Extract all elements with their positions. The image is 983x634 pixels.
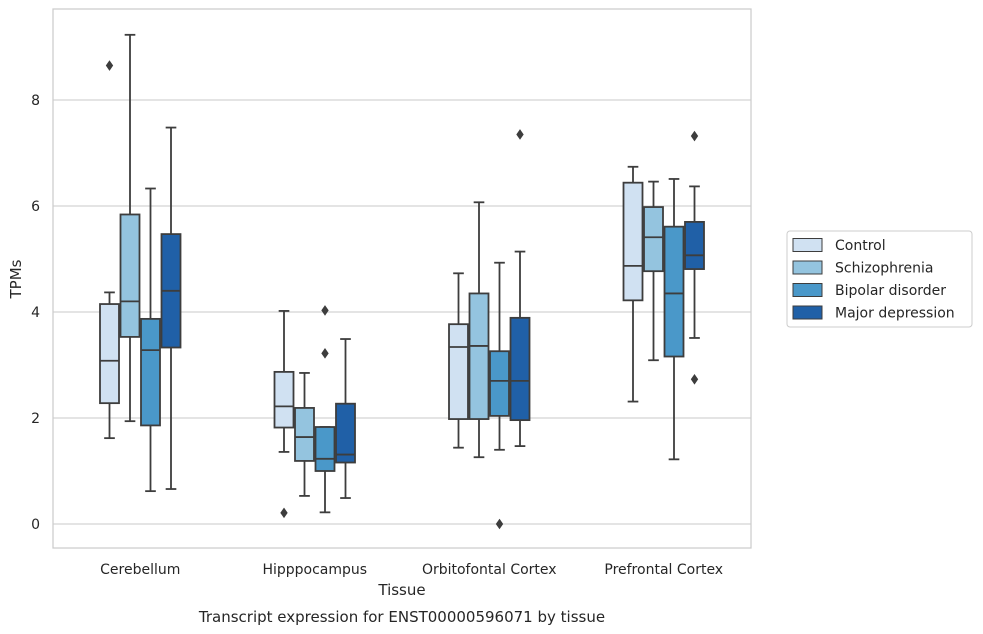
box-1-1 <box>294 372 315 497</box>
box-rect <box>140 317 161 427</box>
outlier-0 <box>105 60 114 71</box>
legend-label-3: Major depression <box>835 306 955 322</box>
y-tick-labels: 0 2 4 6 8 <box>31 93 40 533</box>
box-rect <box>335 402 356 464</box>
box-0-1 <box>119 33 141 423</box>
box-2-2 <box>489 261 510 530</box>
outlier-0 <box>516 129 524 140</box>
box-0-3 <box>160 126 182 490</box>
legend-swatch-0 <box>792 238 823 252</box>
box-1-3 <box>335 338 356 499</box>
x-tick-labels: Cerebellum Hipppocampus Orbitofontal Corte… <box>100 562 723 578</box>
y-tick-6: 6 <box>31 199 40 215</box>
box-rect <box>643 206 664 273</box>
box-2-1 <box>468 201 490 459</box>
box-rect <box>684 220 705 270</box>
legend-label-0: Control <box>835 238 886 254</box>
outlier-0 <box>690 374 699 385</box>
box-rect <box>294 407 315 462</box>
box-rect <box>663 225 685 358</box>
x-tick-1: Hipppocampus <box>262 562 367 578</box>
box-rect <box>314 426 336 472</box>
x-axis-label: Tissue <box>377 581 425 599</box>
outlier-0 <box>280 507 288 519</box>
y-tick-0: 0 <box>31 517 40 533</box>
box-3-3 <box>684 130 705 385</box>
x-tick-2: Orbitofontal Cortex <box>422 562 557 578</box>
box-rect <box>448 323 469 420</box>
legend-swatch-1 <box>792 260 823 275</box>
legend-frame <box>786 230 973 328</box>
box-0-0 <box>99 60 120 440</box>
legend-swatch-2 <box>792 283 823 297</box>
box-rect <box>273 370 295 429</box>
box-rect <box>468 292 490 420</box>
box-rect <box>489 350 510 417</box>
plot-frame <box>52 8 752 549</box>
outlier-1 <box>690 130 699 142</box>
box-rect <box>119 213 141 338</box>
y-axis-label: TPMs <box>7 259 25 299</box>
box-rect <box>622 181 644 302</box>
legend-label-2: Bipolar disorder <box>835 283 946 299</box>
x-tick-3: Prefrontal Cortex <box>604 562 723 578</box>
y-tick-4: 4 <box>31 305 40 321</box>
box-2-0 <box>448 272 469 449</box>
y-tick-8: 8 <box>31 93 40 109</box>
box-rect <box>99 303 120 405</box>
legend-swatch-3 <box>792 305 823 320</box>
box-1-0 <box>273 310 295 519</box>
outlier-0 <box>321 348 329 359</box>
box-3-0 <box>622 165 644 403</box>
box-3-1 <box>643 180 664 362</box>
box-rect <box>509 316 531 422</box>
outlier-0 <box>495 518 504 530</box>
box-2-3 <box>509 129 531 447</box>
box-0-2 <box>140 187 161 493</box>
box-plots <box>99 33 705 530</box>
box-1-2 <box>314 305 336 514</box>
outlier-1 <box>321 305 329 316</box>
box-3-2 <box>663 178 685 461</box>
chart-caption: Transcript expression for ENST0000059607… <box>198 608 605 626</box>
x-tick-0: Cerebellum <box>100 562 180 578</box>
legend-label-1: Schizophrenia <box>835 261 933 277</box>
legend: Control Schizophrenia Bipolar disorder Majo… <box>786 230 973 328</box>
grid-lines <box>53 99 751 525</box>
y-tick-2: 2 <box>31 411 40 427</box>
